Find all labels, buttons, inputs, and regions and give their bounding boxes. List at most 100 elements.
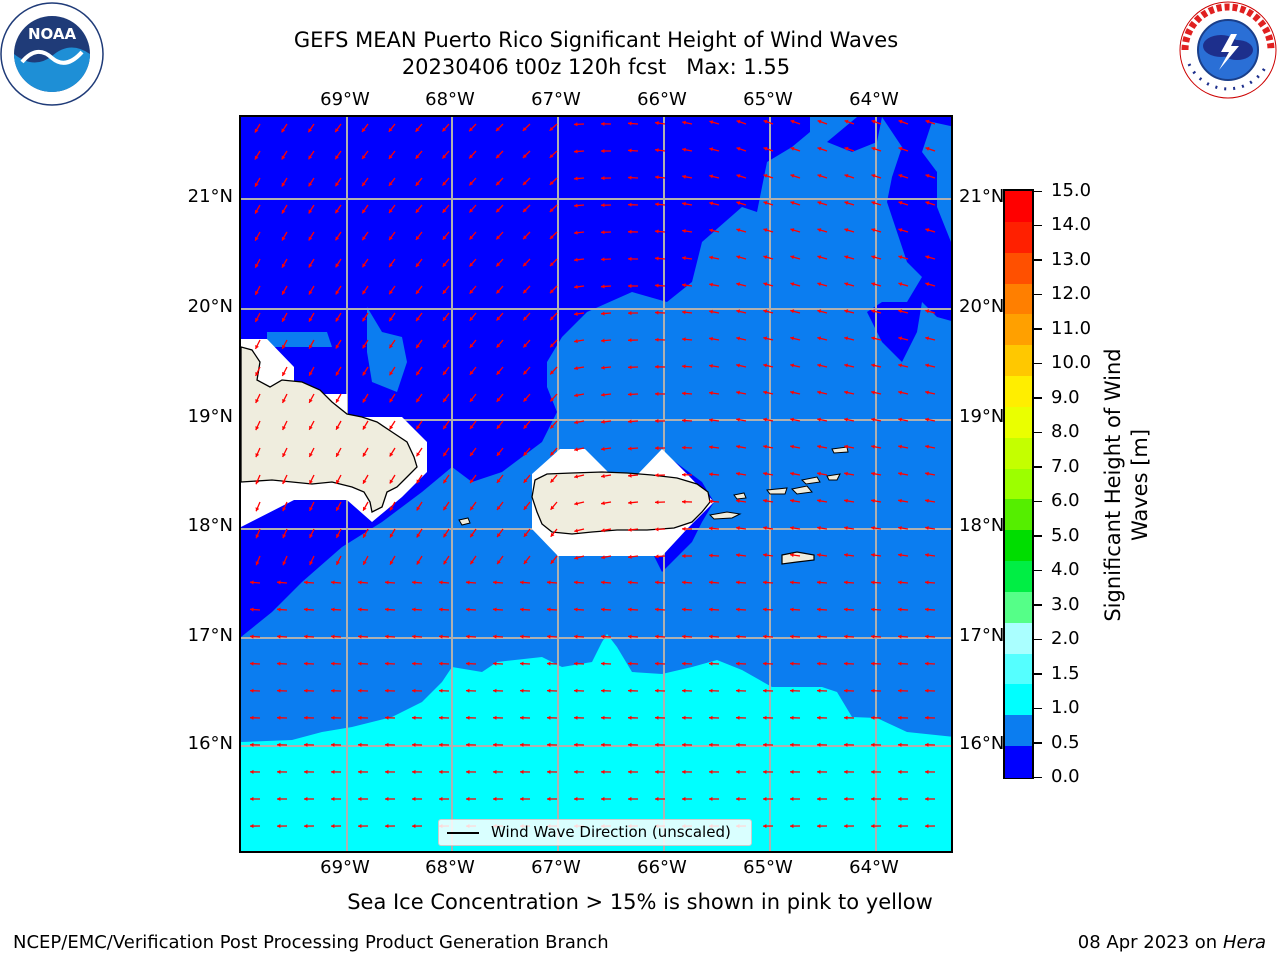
wind-wave-arrowhead <box>443 506 448 511</box>
wave-band-0.5-1.0-blob <box>367 307 407 392</box>
wind-wave-arrowhead <box>416 533 421 538</box>
colorbar-tick-label: 11.0 <box>1051 317 1092 339</box>
wind-wave-arrowhead <box>469 289 474 294</box>
wind-wave-arrowhead <box>871 282 876 287</box>
wind-wave-arrowhead <box>736 174 741 178</box>
wind-wave-arrowhead <box>628 527 632 532</box>
wind-wave-arrowhead <box>416 479 421 484</box>
wind-wave-arrowhead <box>898 336 903 341</box>
wind-wave-arrowhead <box>520 688 524 693</box>
wind-wave-arrowhead <box>628 392 632 397</box>
colorbar-tick <box>1034 638 1042 641</box>
wind-wave-arrowhead <box>655 337 659 342</box>
wind-wave-arrowhead <box>817 417 821 422</box>
wind-wave-arrowhead <box>763 282 768 287</box>
wind-wave-arrowhead <box>362 155 366 159</box>
wind-wave-arrowhead <box>362 263 366 268</box>
lat-label-left: 18°N <box>187 515 233 536</box>
wind-wave-arrowhead <box>790 607 794 612</box>
lon-label-top: 67°W <box>531 89 581 110</box>
wind-wave-arrowhead <box>925 498 929 503</box>
wind-wave-arrowhead <box>628 715 632 720</box>
colorbar-tick <box>1034 500 1042 503</box>
wind-wave-arrowhead <box>817 363 822 368</box>
colorbar-segment <box>1005 314 1032 346</box>
wind-wave-arrowhead <box>601 555 605 560</box>
wind-wave-arrowhead <box>628 283 632 289</box>
wind-wave-arrowhead <box>336 506 340 511</box>
wind-wave-arrowhead <box>817 526 821 530</box>
wind-wave-arrowhead <box>331 688 335 693</box>
wind-wave-arrowhead <box>255 236 259 241</box>
wind-wave-arrowhead <box>469 262 474 267</box>
wind-wave-arrowhead <box>628 121 632 126</box>
wind-wave-arrowhead <box>358 688 362 693</box>
wind-wave-arrowhead <box>601 257 605 262</box>
wind-wave-arrowhead <box>522 154 527 158</box>
wind-wave-arrowhead <box>898 417 902 422</box>
wind-wave-arrowhead <box>309 534 313 538</box>
wind-wave-arrowhead <box>469 127 473 132</box>
wind-wave-arrowhead <box>763 634 767 639</box>
colorbar-segment <box>1005 746 1032 778</box>
colorbar-tick <box>1034 431 1042 434</box>
wind-wave-arrowhead <box>385 580 389 585</box>
wind-wave-arrowhead <box>496 127 500 132</box>
wind-wave-arrowhead <box>550 397 555 402</box>
wind-wave-arrowhead <box>682 445 686 450</box>
land-virgin-gorda <box>826 473 841 481</box>
wind-wave-arrowhead <box>736 471 740 476</box>
wind-wave-arrowhead <box>709 309 713 314</box>
wind-wave-arrowhead <box>331 715 335 720</box>
wind-wave-arrowhead <box>255 290 259 295</box>
wind-wave-arrowhead <box>709 553 713 558</box>
colorbar-tick <box>1034 673 1042 675</box>
wind-wave-arrowhead <box>281 128 286 133</box>
wind-wave-arrowhead <box>309 452 313 457</box>
wind-wave-arrowhead <box>336 533 340 538</box>
land-culebra <box>733 492 747 500</box>
wind-wave-arrowhead <box>628 446 632 451</box>
wind-wave-arrowhead <box>308 290 313 295</box>
wind-wave-arrowhead <box>682 742 686 747</box>
wind-wave-arrowhead <box>362 317 367 322</box>
wind-wave-arrowhead <box>331 661 335 666</box>
colorbar-segment <box>1005 653 1032 686</box>
wind-wave-arrowhead <box>496 397 501 402</box>
sea-ice-note: Sea Ice Concentration > 15% is shown in … <box>0 890 1280 914</box>
wind-wave-arrowhead <box>601 311 605 316</box>
land-tortola <box>800 476 821 485</box>
colorbar-tick <box>1034 776 1042 778</box>
wind-wave-arrowhead <box>277 715 281 720</box>
wind-wave-arrowhead <box>574 580 578 585</box>
wind-wave-arrowhead <box>304 742 308 747</box>
wind-wave-arrowhead <box>871 498 875 503</box>
wind-wave-arrowhead <box>898 553 902 558</box>
wind-wave-arrowhead <box>736 201 741 206</box>
colorbar-tick <box>1034 259 1042 261</box>
colorbar-segment <box>1005 437 1032 470</box>
wind-wave-arrowhead <box>439 688 443 693</box>
wind-wave-arrowhead <box>736 363 740 368</box>
wind-wave-arrowhead <box>550 343 554 348</box>
wind-wave-arrowhead <box>574 715 578 720</box>
wind-wave-arrowhead <box>466 796 470 801</box>
wind-wave-arrowhead <box>655 634 659 639</box>
wind-wave-arrowhead <box>574 769 578 774</box>
colorbar-tick <box>1034 293 1042 296</box>
wind-wave-arrowhead <box>520 607 524 612</box>
wind-wave-arrowhead <box>388 154 393 159</box>
wind-wave-arrowhead <box>790 742 794 747</box>
wind-wave-arrowhead <box>523 262 527 267</box>
wind-wave-arrowhead <box>790 769 794 774</box>
wind-wave-arrowhead <box>871 471 875 476</box>
wind-wave-arrowhead <box>655 527 659 532</box>
wind-wave-arrowhead <box>790 336 795 341</box>
lat-label-right: 18°N <box>959 515 1005 536</box>
wind-wave-arrowhead <box>898 309 903 314</box>
wind-wave-arrowhead <box>416 344 420 349</box>
wind-wave-arrowhead <box>682 796 686 801</box>
wind-wave-arrowhead <box>682 688 686 693</box>
wind-wave-arrowhead <box>362 209 366 214</box>
wind-wave-arrowhead <box>335 182 339 187</box>
